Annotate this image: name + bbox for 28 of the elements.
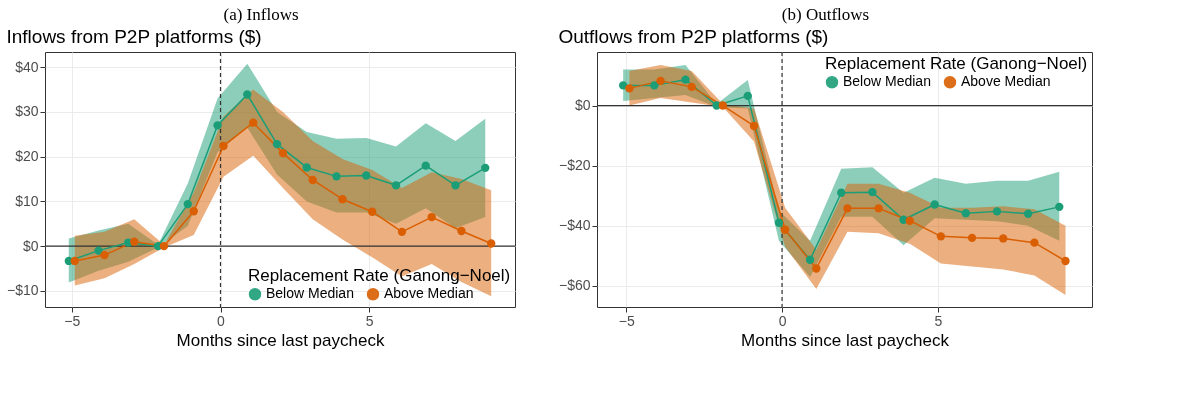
chart-subtitle: Inflows from P2P platforms ($) — [6, 26, 262, 48]
chart-title: (b) Outflows — [781, 4, 870, 24]
chart-subtitle: Outflows from P2P platforms ($) — [558, 26, 829, 48]
x-tick-label: −5 — [64, 312, 81, 329]
y-tick-label: $30 — [15, 103, 39, 120]
x-tick-label: 5 — [934, 312, 943, 329]
x-axis-title: Months since last paycheck — [176, 330, 385, 350]
y-tick-label: $40 — [15, 58, 39, 75]
legend-label: Above Median — [961, 73, 1051, 90]
chart-title: (a) Inflows — [223, 4, 299, 24]
y-tick-label: $0 — [22, 237, 39, 254]
y-tick-label: −$40 — [558, 217, 591, 234]
y-tick-label: −$10 — [6, 282, 39, 299]
x-tick-label: 0 — [778, 312, 787, 329]
legend-title: Replacement Rate (Ganong−Noel) — [825, 54, 1088, 73]
y-tick-label: −$20 — [558, 157, 591, 174]
legend-label: Below Median — [266, 285, 354, 302]
y-tick-label: $20 — [15, 148, 39, 165]
x-tick-label: −5 — [618, 312, 635, 329]
legend-label: Above Median — [384, 285, 474, 302]
y-tick-label: $0 — [574, 97, 591, 114]
legend-label: Below Median — [843, 73, 931, 90]
legend-title: Replacement Rate (Ganong−Noel) — [248, 266, 511, 285]
y-tick-label: −$60 — [558, 277, 591, 294]
x-tick-label: 5 — [365, 312, 374, 329]
x-axis-title: Months since last paycheck — [741, 330, 950, 350]
y-tick-label: $10 — [15, 192, 39, 209]
x-tick-label: 0 — [217, 312, 226, 329]
